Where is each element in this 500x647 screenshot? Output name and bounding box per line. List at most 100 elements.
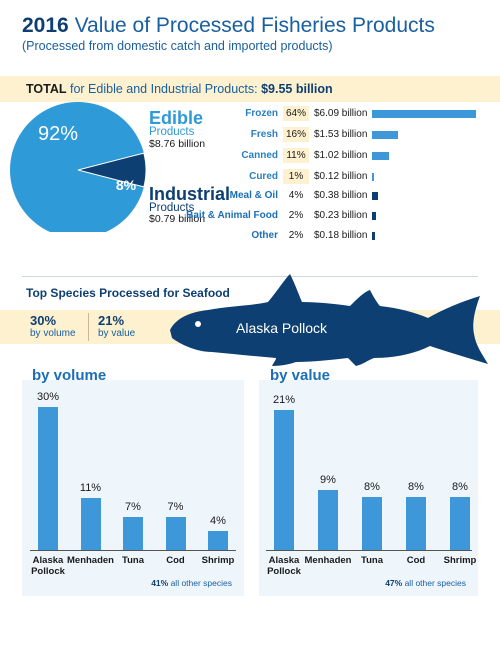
total-label-bold: TOTAL bbox=[26, 82, 67, 96]
top-value-label: by value bbox=[98, 328, 136, 339]
bar bbox=[123, 516, 143, 550]
by-value-title: by value bbox=[270, 367, 331, 384]
category-value: $0.23 billion bbox=[314, 210, 368, 221]
category-percent: 2% bbox=[288, 230, 304, 241]
bar-value-label: 9% bbox=[320, 474, 336, 486]
bar-category-label: Cod bbox=[166, 555, 185, 566]
edible-industrial-pie-chart: 92% 8% bbox=[10, 102, 147, 232]
pie-slice-industrial bbox=[77, 152, 147, 188]
title-year: 2016 bbox=[22, 14, 69, 37]
bar-category-label: Menhaden bbox=[67, 555, 114, 566]
bar bbox=[318, 490, 338, 550]
bar-value-label: 11% bbox=[79, 481, 102, 494]
category-bar bbox=[372, 152, 390, 160]
bar bbox=[165, 516, 186, 550]
by-value-other-pct: 47% bbox=[385, 578, 403, 588]
edible-sub: Products bbox=[149, 126, 195, 138]
bar-category-label: Alaska Pollock bbox=[267, 555, 301, 577]
category-value: $6.09 billion bbox=[314, 108, 368, 119]
category-bar bbox=[372, 232, 376, 240]
top-species-title: Top Species Processed for Seafood bbox=[26, 286, 230, 300]
bar-category-label: Shrimp bbox=[443, 555, 477, 566]
by-volume-other-note: 41% all other species bbox=[100, 578, 232, 588]
section-divider bbox=[22, 276, 478, 277]
bar bbox=[38, 407, 58, 550]
edible-value: $8.76 billion bbox=[149, 138, 206, 150]
category-percent: 64% bbox=[283, 106, 309, 121]
bar bbox=[80, 497, 101, 550]
category-bar bbox=[372, 110, 476, 118]
category-label: Cured bbox=[249, 171, 278, 182]
bar-category-label: Menhaden bbox=[304, 555, 352, 566]
category-bar bbox=[372, 192, 379, 200]
category-label: Frozen bbox=[245, 108, 278, 119]
pie-slice-edible bbox=[10, 102, 144, 232]
bar bbox=[208, 530, 228, 550]
total-label-rest: for Edible and Industrial Products: bbox=[70, 82, 258, 96]
bar-value-label: 30% bbox=[36, 391, 60, 403]
by-value-panel bbox=[259, 380, 478, 596]
bar-value-label: 21% bbox=[272, 394, 296, 406]
page-title: 2016 Value of Processed Fisheries Produc… bbox=[22, 14, 435, 38]
pie-label-edible: 92% bbox=[38, 123, 78, 145]
by-value-other-note: 47% all other species bbox=[334, 578, 466, 588]
bar-value-label: 8% bbox=[408, 480, 424, 493]
by-volume-panel bbox=[22, 380, 244, 596]
bar-category-label: Alaska Pollock bbox=[31, 555, 65, 577]
bar-value-label: 4% bbox=[210, 514, 226, 527]
category-percent: 11% bbox=[283, 148, 309, 163]
fish-silhouette-icon bbox=[170, 274, 488, 366]
title-text: Value of Processed Fisheries Products bbox=[74, 14, 435, 37]
by-volume-other-pct: 41% bbox=[151, 578, 169, 588]
fish-eye bbox=[195, 321, 201, 327]
category-percent: 16% bbox=[283, 127, 309, 142]
x-axis-line bbox=[266, 550, 472, 551]
category-value: $1.53 billion bbox=[314, 129, 368, 140]
total-line: TOTAL for Edible and Industrial Products… bbox=[26, 82, 333, 96]
by-volume-other-text: all other species bbox=[170, 578, 232, 588]
bar-category-label: Tuna bbox=[122, 555, 144, 566]
bar bbox=[450, 496, 470, 550]
bar bbox=[406, 496, 426, 550]
pie-label-industrial: 8% bbox=[116, 177, 137, 193]
category-label: Fresh bbox=[250, 129, 278, 140]
category-value: $0.18 billion bbox=[314, 230, 368, 241]
category-bar bbox=[372, 173, 375, 181]
by-value-other-text: all other species bbox=[404, 578, 466, 588]
bar-value-label: 7% bbox=[125, 500, 141, 513]
category-bar bbox=[372, 131, 399, 139]
top-volume-pct: 30% bbox=[30, 313, 57, 328]
category-label: Other bbox=[251, 230, 278, 241]
category-percent: 2% bbox=[288, 210, 304, 221]
bar-value-label: 8% bbox=[364, 480, 380, 493]
fish-label: Alaska Pollock bbox=[236, 320, 328, 336]
top-separator bbox=[88, 313, 89, 341]
category-label: Canned bbox=[241, 150, 278, 161]
total-band bbox=[0, 76, 500, 102]
category-value: $0.12 billion bbox=[314, 171, 368, 182]
industrial-value: $0.79 billion bbox=[149, 213, 206, 225]
category-value: $1.02 billion bbox=[314, 150, 368, 161]
category-label: Bait & Animal Food bbox=[186, 210, 278, 221]
top-value-pct: 21% bbox=[98, 313, 125, 328]
edible-title: Edible bbox=[149, 108, 204, 128]
industrial-title: Industrial bbox=[149, 184, 231, 204]
bar-category-label: Tuna bbox=[361, 555, 383, 566]
industrial-sub: Products bbox=[149, 202, 195, 214]
category-bar bbox=[372, 212, 376, 220]
category-percent: 4% bbox=[288, 190, 304, 201]
bar bbox=[362, 496, 382, 550]
page-subtitle: (Processed from domestic catch and impor… bbox=[22, 39, 333, 53]
bar-value-label: 8% bbox=[452, 480, 468, 493]
top-volume-label: by volume bbox=[30, 328, 76, 339]
bar-category-label: Shrimp bbox=[201, 555, 235, 566]
total-value: $9.55 billion bbox=[261, 82, 333, 96]
bar-category-label: Cod bbox=[406, 555, 426, 566]
category-percent: 1% bbox=[283, 169, 309, 184]
x-axis-line bbox=[30, 550, 236, 551]
by-volume-title: by volume bbox=[32, 367, 107, 384]
category-label: Meal & Oil bbox=[229, 190, 278, 201]
category-value: $0.38 billion bbox=[314, 190, 368, 201]
bar bbox=[274, 410, 294, 550]
bar-value-label: 7% bbox=[167, 500, 184, 513]
